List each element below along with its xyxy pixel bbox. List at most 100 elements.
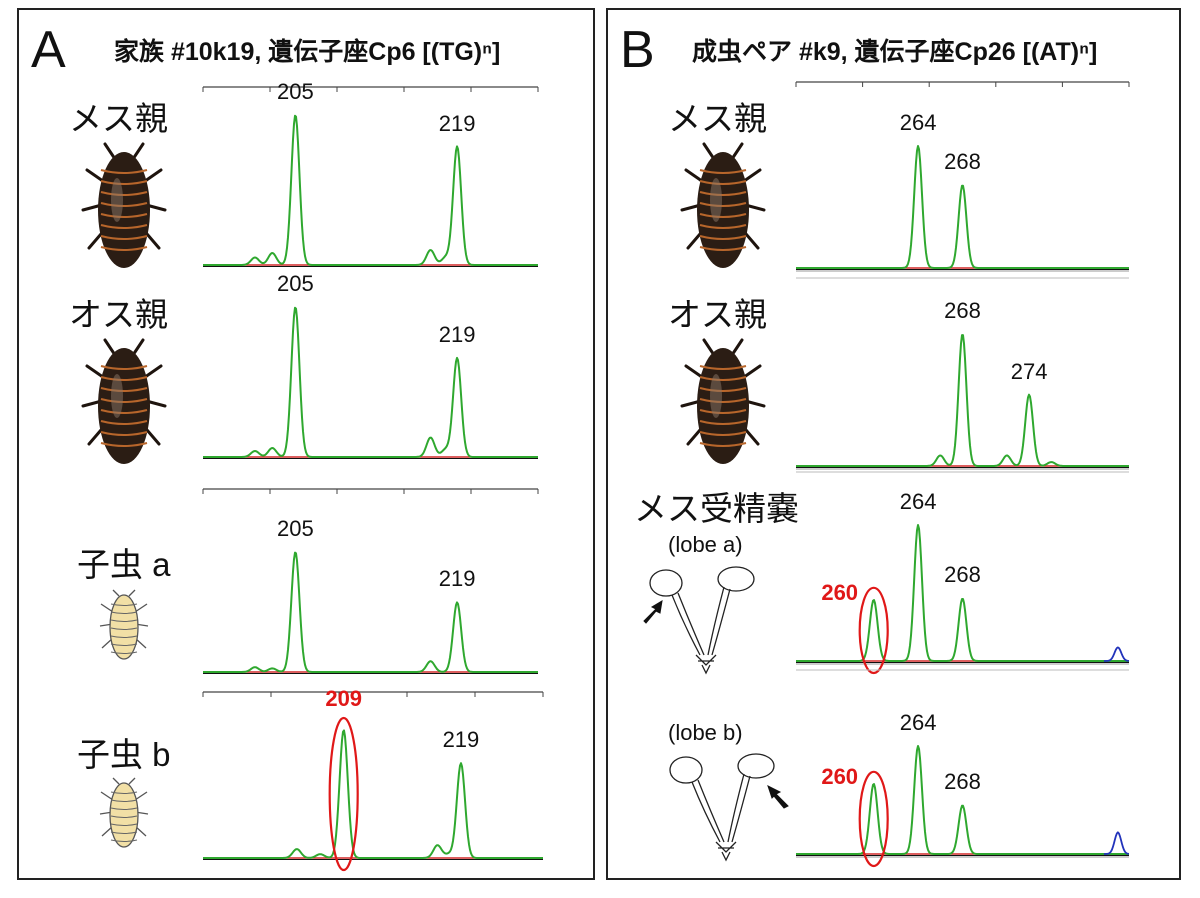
segment-stripe bbox=[100, 387, 148, 392]
spermatheca-duct bbox=[711, 588, 731, 656]
electropherogram-trace bbox=[796, 471, 1129, 675]
segment-stripe bbox=[699, 246, 747, 251]
segment-stripe bbox=[699, 376, 747, 381]
spermatheca-duct bbox=[707, 586, 725, 656]
arrow-icon bbox=[767, 785, 789, 809]
top-axis bbox=[202, 86, 539, 92]
segment-stripe bbox=[699, 365, 747, 370]
panel-letter: A bbox=[31, 21, 66, 79]
green-trace bbox=[796, 334, 1129, 467]
row-label-female-parent: メス親 bbox=[668, 100, 767, 137]
electropherogram-trace bbox=[796, 277, 1129, 470]
segment-line bbox=[110, 651, 138, 654]
electropherogram-trace bbox=[796, 669, 1129, 868]
row-sublabel-lobe-b: (lobe b) bbox=[668, 720, 743, 745]
spermatheca-lobe-b-icon bbox=[669, 753, 789, 862]
panel-a: A 家族 #10k19, 遺伝子座Cp6 [(TG)ⁿ] メス親 オス親 子虫 … bbox=[17, 8, 595, 880]
highlight-ellipse bbox=[328, 716, 359, 872]
sheen bbox=[111, 374, 123, 418]
electropherogram-trace bbox=[202, 488, 539, 674]
peak-label: 264 bbox=[899, 110, 937, 135]
spermatheca-duct bbox=[671, 594, 701, 656]
spermatheca-lobe-left bbox=[649, 569, 683, 597]
sheen bbox=[710, 178, 722, 222]
peak-label: 219 bbox=[438, 322, 476, 347]
spermatheca-lobe-a-icon bbox=[643, 566, 755, 675]
green-trace bbox=[796, 745, 1129, 855]
segment-line bbox=[110, 603, 138, 606]
segment-stripe bbox=[699, 387, 747, 392]
segment-stripe bbox=[100, 376, 148, 381]
leg bbox=[112, 589, 120, 597]
peak-label: 219 bbox=[438, 110, 476, 136]
peak-label: 268 bbox=[944, 149, 981, 175]
leg bbox=[134, 791, 148, 801]
segment-stripe bbox=[699, 191, 747, 196]
peak-label: 268 bbox=[944, 298, 981, 323]
electropherogram-trace bbox=[202, 86, 539, 267]
peak-label: 219 bbox=[442, 727, 480, 753]
segment-stripe bbox=[699, 202, 747, 207]
spermatheca-duct bbox=[691, 781, 721, 843]
peak-label: 274 bbox=[1010, 358, 1048, 384]
segment-stripe bbox=[699, 180, 747, 185]
segment-stripe bbox=[699, 224, 747, 229]
spermatheca-lobe-left bbox=[669, 756, 703, 784]
body bbox=[109, 782, 139, 848]
leg bbox=[112, 777, 120, 785]
highlighted-peak-label: 209 bbox=[325, 686, 363, 711]
segment-stripe bbox=[100, 246, 148, 251]
row-sublabel-lobe-a: (lobe a) bbox=[668, 532, 743, 557]
highlighted-peak-label: 260 bbox=[821, 763, 859, 789]
segment-stripe bbox=[100, 431, 148, 436]
nymph-icon bbox=[99, 589, 149, 660]
segment-stripe bbox=[699, 169, 747, 174]
segment-line bbox=[110, 619, 138, 622]
peak-label: 219 bbox=[438, 566, 476, 592]
peak-label: 264 bbox=[899, 489, 937, 514]
green-trace bbox=[796, 145, 1129, 269]
duct-base bbox=[715, 841, 737, 862]
adult-cockroach-icon bbox=[81, 338, 167, 464]
segment-stripe bbox=[699, 420, 747, 425]
segment-stripe bbox=[100, 442, 148, 447]
leg bbox=[100, 791, 114, 801]
row-label-male-parent: オス親 bbox=[668, 296, 767, 333]
top-axis bbox=[202, 691, 544, 697]
segment-stripe bbox=[699, 398, 747, 403]
segment-line bbox=[110, 627, 138, 630]
green-trace bbox=[796, 524, 1129, 662]
segment-stripe bbox=[100, 235, 148, 240]
spermatheca-duct bbox=[677, 592, 705, 656]
adult-cockroach-icon bbox=[680, 338, 766, 464]
segment-line bbox=[110, 831, 138, 834]
peak-label: 268 bbox=[944, 769, 981, 795]
nymph-icon bbox=[99, 777, 149, 848]
sheen bbox=[111, 178, 123, 222]
segment-line bbox=[110, 635, 138, 638]
blue-peak bbox=[1103, 646, 1129, 662]
top-axis bbox=[202, 488, 539, 494]
adult-cockroach-icon bbox=[680, 142, 766, 268]
peak-label: 205 bbox=[277, 516, 314, 541]
green-trace bbox=[203, 551, 538, 673]
leg bbox=[134, 603, 148, 613]
row-label-female-parent: メス親 bbox=[69, 100, 168, 137]
peak-label: 205 bbox=[277, 79, 314, 104]
body bbox=[109, 594, 139, 660]
segment-line bbox=[110, 823, 138, 826]
peak-label: 205 bbox=[277, 271, 314, 296]
segment-stripe bbox=[100, 180, 148, 185]
spermatheca-duct bbox=[731, 775, 751, 843]
segment-stripe bbox=[100, 398, 148, 403]
segment-line bbox=[110, 839, 138, 842]
leg bbox=[128, 777, 136, 785]
segment-stripe bbox=[100, 191, 148, 196]
panel-title: 成虫ペア #k9, 遺伝子座Cp26 [(AT)ⁿ] bbox=[692, 38, 1098, 66]
green-trace bbox=[203, 114, 538, 266]
spermatheca-duct bbox=[697, 779, 725, 843]
segment-line bbox=[110, 807, 138, 810]
segment-line bbox=[110, 791, 138, 794]
electropherogram-trace bbox=[202, 691, 544, 872]
electropherogram-trace bbox=[203, 306, 538, 459]
